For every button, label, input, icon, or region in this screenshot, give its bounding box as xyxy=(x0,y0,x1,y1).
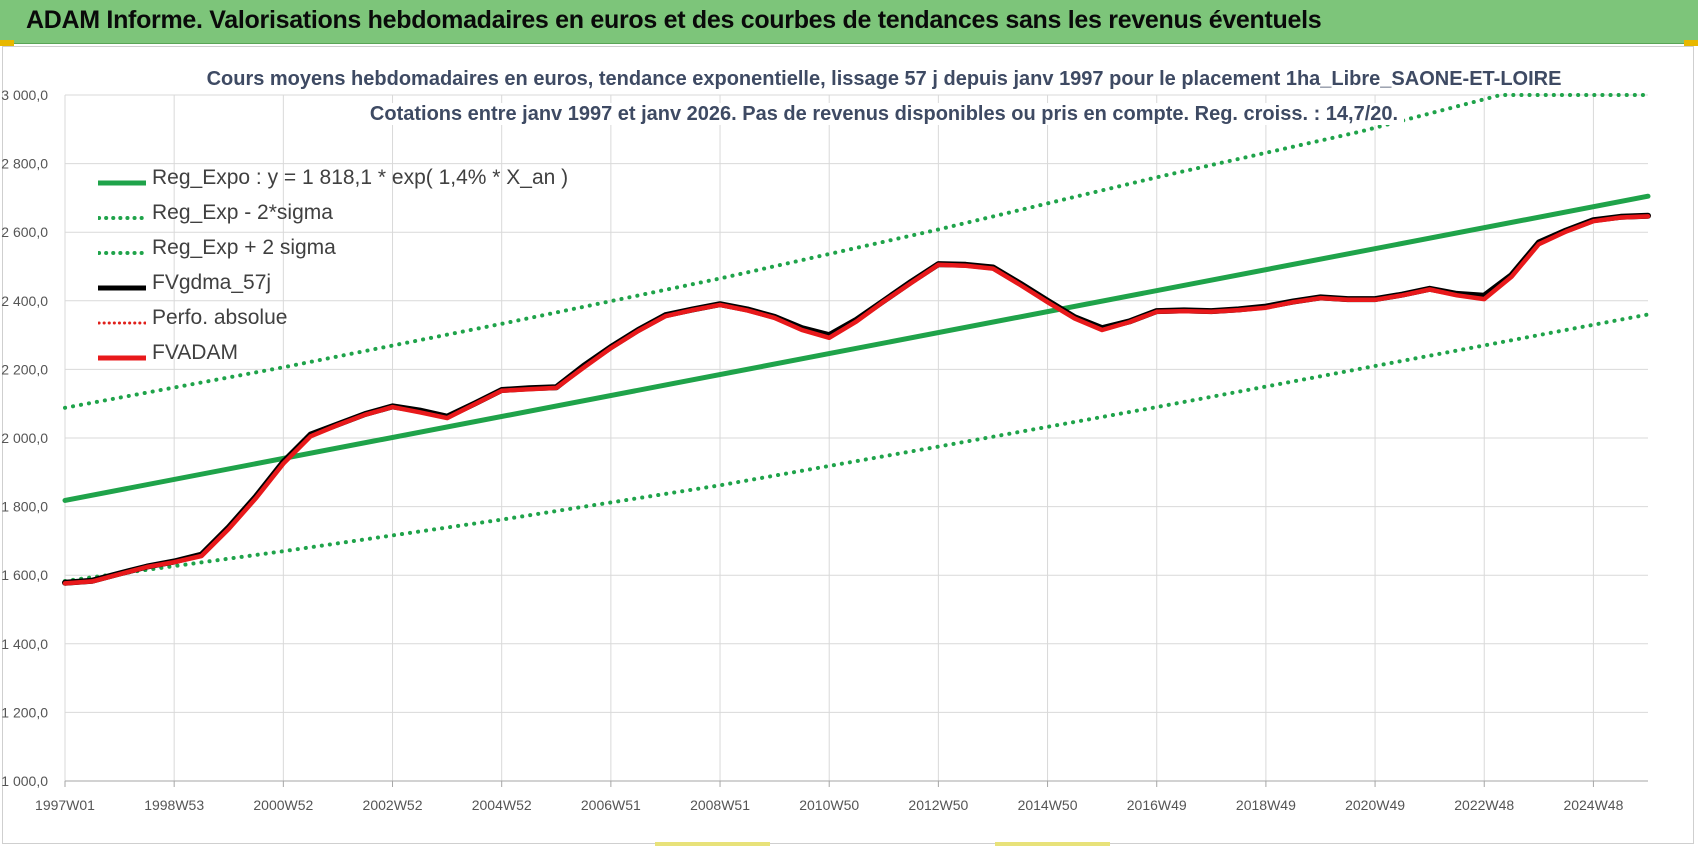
series-line-fvgdma xyxy=(62,212,1651,586)
legend-swatch-reg-exp-plus xyxy=(98,251,146,255)
y-tick-label: 1 600,0 xyxy=(1,567,48,583)
x-tick-label: 2012W50 xyxy=(908,797,968,813)
x-tick-label: 1998W53 xyxy=(144,797,204,813)
chart-title-text: Cours moyens hebdomadaires en euros, ten… xyxy=(200,68,1568,90)
x-tick-label: 2020W49 xyxy=(1345,797,1405,813)
chart-subtitle: Cotations entre janv 1997 et janv 2026. … xyxy=(0,103,1698,126)
page-title: ADAM Informe. Valorisations hebdomadaire… xyxy=(26,6,1322,34)
y-axis: 1 000,0 1 200,0 1 400,0 1 600,0 1 800,0 2 000… xyxy=(1,87,48,789)
bottom-highlight-2 xyxy=(995,842,1110,846)
y-tick-label: 1 000,0 xyxy=(1,773,48,789)
y-tick-label: 1 800,0 xyxy=(1,499,48,515)
y-tick-label: 1 200,0 xyxy=(1,704,48,720)
series-line-fvadam xyxy=(62,214,1651,586)
x-tick-label: 2008W51 xyxy=(690,797,750,813)
y-tick-label: 2 600,0 xyxy=(1,224,48,240)
page-banner: ADAM Informe. Valorisations hebdomadaire… xyxy=(0,0,1698,44)
x-tick-label: 1997W01 xyxy=(35,797,95,813)
corner-marker-left xyxy=(0,40,14,46)
series-line-reg-expo xyxy=(62,193,1651,503)
x-tick-label: 2016W49 xyxy=(1127,797,1187,813)
y-tick-label: 2 200,0 xyxy=(1,361,48,377)
x-tick-label: 2024W48 xyxy=(1563,797,1623,813)
x-tick-label: 2014W50 xyxy=(1018,797,1078,813)
y-tick-label: 2 000,0 xyxy=(1,430,48,446)
chart-subtitle-text: Cotations entre janv 1997 et janv 2026. … xyxy=(363,103,1405,125)
x-tick-label: 2000W52 xyxy=(253,797,313,813)
y-tick-label: 1 400,0 xyxy=(1,636,48,652)
y-tick-label: 3 000,0 xyxy=(1,87,48,103)
legend-swatch-reg-exp-minus xyxy=(98,216,146,220)
y-tick-label: 2 800,0 xyxy=(1,156,48,172)
chart-title: Cours moyens hebdomadaires en euros, ten… xyxy=(0,68,1698,91)
legend-swatch-fvgdma xyxy=(98,285,146,291)
chart-series xyxy=(62,93,1651,586)
legend-label-reg-expo: Reg_Expo : y = 1 818,1 * exp( 1,4% * X_a… xyxy=(152,166,569,189)
legend-label-reg-exp-plus: Reg_Exp + 2 sigma xyxy=(152,236,336,259)
legend-swatch-reg-expo xyxy=(98,180,146,186)
series-line-reg-exp-plus xyxy=(63,93,1650,410)
series-line-reg-exp-minus xyxy=(63,312,1650,583)
legend-swatch-perfo-absolue xyxy=(98,321,146,325)
chart-frame xyxy=(2,46,1694,844)
x-tick-label: 2006W51 xyxy=(581,797,641,813)
x-axis: 1997W01 1998W53 2000W52 2002W52 2004W52 2006W… xyxy=(35,780,1648,813)
legend-label-fvadam: FVADAM xyxy=(152,341,238,364)
legend-label-fvgdma: FVgdma_57j xyxy=(152,271,272,294)
legend-label-reg-exp-minus: Reg_Exp - 2*sigma xyxy=(152,201,333,224)
x-tick-label: 2004W52 xyxy=(472,797,532,813)
corner-marker-right xyxy=(1684,40,1698,46)
x-tick-label: 2018W49 xyxy=(1236,797,1296,813)
legend-label-perfo-absolue: Perfo. absolue xyxy=(152,306,288,329)
bottom-highlight-1 xyxy=(655,842,770,846)
x-tick-label: 2002W52 xyxy=(363,797,423,813)
legend-swatch-fvadam xyxy=(98,355,146,361)
y-tick-label: 2 400,0 xyxy=(1,293,48,309)
x-tick-label: 2022W48 xyxy=(1454,797,1514,813)
chart-grid xyxy=(64,94,1648,782)
x-tick-label: 2010W50 xyxy=(799,797,859,813)
